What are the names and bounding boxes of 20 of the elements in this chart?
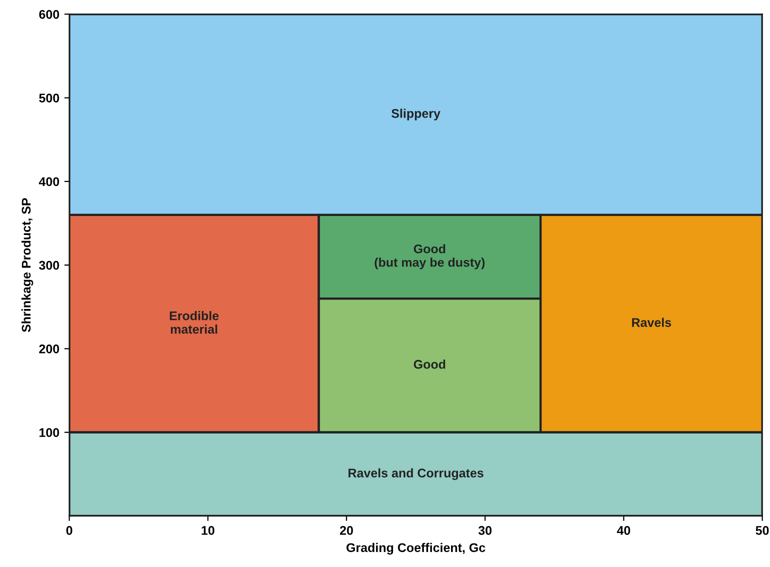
y-tick-label: 300 xyxy=(39,260,60,270)
x-tick-label: 20 xyxy=(340,526,353,535)
y-tick-label: 400 xyxy=(38,177,60,186)
x-tick-label: 40 xyxy=(616,526,630,535)
series-label: Erodible material xyxy=(170,311,219,334)
x-tick-label: 10 xyxy=(202,526,214,535)
series-label: Ravels xyxy=(632,318,672,327)
y-axis-title: Shrinkage Product, SP xyxy=(21,198,34,332)
y-tick-label: 200 xyxy=(39,344,60,354)
series-label: Slippery xyxy=(392,108,440,120)
series-label: Ravels and Corrugates xyxy=(348,468,484,480)
series-label: Good xyxy=(414,360,446,369)
x-tick-label: 50 xyxy=(756,526,769,535)
x-tick-label: 0 xyxy=(66,526,72,535)
y-tick-label: 600 xyxy=(39,10,60,19)
y-tick-label: 100 xyxy=(40,428,60,437)
y-tick-label: 500 xyxy=(39,94,60,102)
x-tick-label: 30 xyxy=(478,526,492,535)
series-label: Good (but may be dusty) xyxy=(374,244,485,270)
x-axis-title: Grading Coefficient, Gc xyxy=(346,542,486,555)
